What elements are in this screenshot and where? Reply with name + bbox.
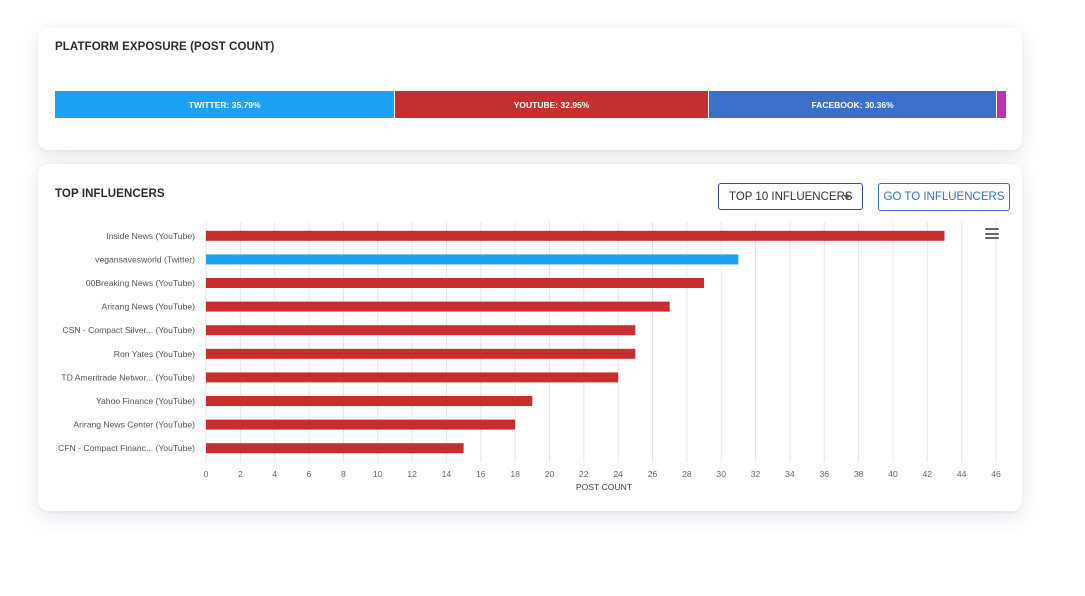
hamburger-menu-icon[interactable] (985, 228, 999, 239)
category-label: Inside News (YouTube) (106, 231, 195, 241)
x-tick-label: 22 (579, 469, 589, 479)
category-label: CFN - Compact Financ... (YouTube) (58, 443, 195, 453)
category-label: CSN - Compact Silver... (YouTube) (62, 325, 195, 335)
influencer-bar[interactable] (206, 301, 670, 312)
platform-exposure-title: PLATFORM EXPOSURE (POST COUNT) (55, 41, 275, 53)
x-tick-label: 44 (957, 469, 967, 479)
platform-exposure-card: PLATFORM EXPOSURE (POST COUNT) TWITTER: … (38, 28, 1022, 150)
x-tick-label: 12 (407, 469, 417, 479)
influencer-bar[interactable] (206, 278, 705, 288)
influencer-bar[interactable] (206, 254, 739, 265)
category-label: 00Breaking News (YouTube) (86, 278, 195, 288)
x-tick-label: 2 (238, 469, 243, 479)
x-tick-label: 46 (991, 469, 1001, 479)
x-tick-label: 10 (373, 469, 383, 479)
platform-segment[interactable]: YOUTUBE: 32.95% (395, 91, 709, 118)
category-label: Arirang News Center (YouTube) (73, 420, 195, 430)
platform-stacked-bar: TWITTER: 35.79% YOUTUBE: 32.95% FACEBOOK: … (55, 91, 1006, 118)
platform-segment[interactable]: TWITTER: 35.79% (55, 91, 396, 118)
category-label: Ron Yates (YouTube) (114, 349, 195, 359)
influencer-bar[interactable] (206, 396, 533, 406)
influencer-bar[interactable] (206, 230, 945, 241)
chevron-down-icon (843, 195, 851, 199)
go-to-influencers-button[interactable]: GO TO INFLUENCERS (878, 183, 1010, 211)
category-label: Arirang News (YouTube) (102, 302, 196, 312)
x-tick-label: 32 (751, 469, 761, 479)
x-tick-label: 8 (341, 469, 346, 479)
category-label: TD Ameritrade Networ... (YouTube) (61, 372, 195, 382)
x-tick-label: 14 (442, 469, 452, 479)
x-axis-title: POST COUNT (576, 482, 633, 492)
influencer-bar[interactable] (206, 348, 636, 359)
platform-segment[interactable]: FACEBOOK: 30.36% (708, 91, 998, 118)
influencer-count-select[interactable]: TOP 10 INFLUENCERS (718, 183, 863, 210)
x-tick-label: 36 (819, 469, 829, 479)
influencer-count-select-value: TOP 10 INFLUENCERS (729, 190, 853, 203)
x-tick-label: 6 (307, 469, 312, 479)
x-tick-label: 18 (510, 469, 520, 479)
x-tick-label: 40 (888, 469, 898, 479)
x-tick-label: 42 (923, 469, 933, 479)
top-influencers-title: TOP INFLUENCERS (55, 188, 165, 200)
x-tick-label: 30 (716, 469, 726, 479)
x-tick-label: 0 (204, 469, 209, 479)
category-label: Yahoo Finance (YouTube) (96, 396, 195, 406)
x-tick-label: 20 (545, 469, 555, 479)
x-tick-label: 28 (682, 469, 692, 479)
x-tick-label: 26 (648, 469, 658, 479)
influencer-bar[interactable] (206, 443, 464, 454)
platform-segment[interactable] (997, 91, 1006, 118)
influencer-bar[interactable] (206, 372, 619, 383)
x-tick-label: 38 (854, 469, 864, 479)
influencers-bar-chart: Inside News (YouTube) vegansavesworld (Tw… (58, 222, 1001, 492)
x-tick-label: 34 (785, 469, 795, 479)
top-influencers-card: TOP INFLUENCERS TOP 10 INFLUENCERS GO TO… (38, 164, 1022, 511)
influencer-bar[interactable] (206, 419, 516, 430)
x-tick-label: 24 (613, 469, 623, 479)
influencer-bar[interactable] (206, 325, 636, 336)
x-tick-label: 16 (476, 469, 486, 479)
category-label: vegansavesworld (Twitter) (95, 254, 195, 264)
x-tick-label: 4 (272, 469, 277, 479)
